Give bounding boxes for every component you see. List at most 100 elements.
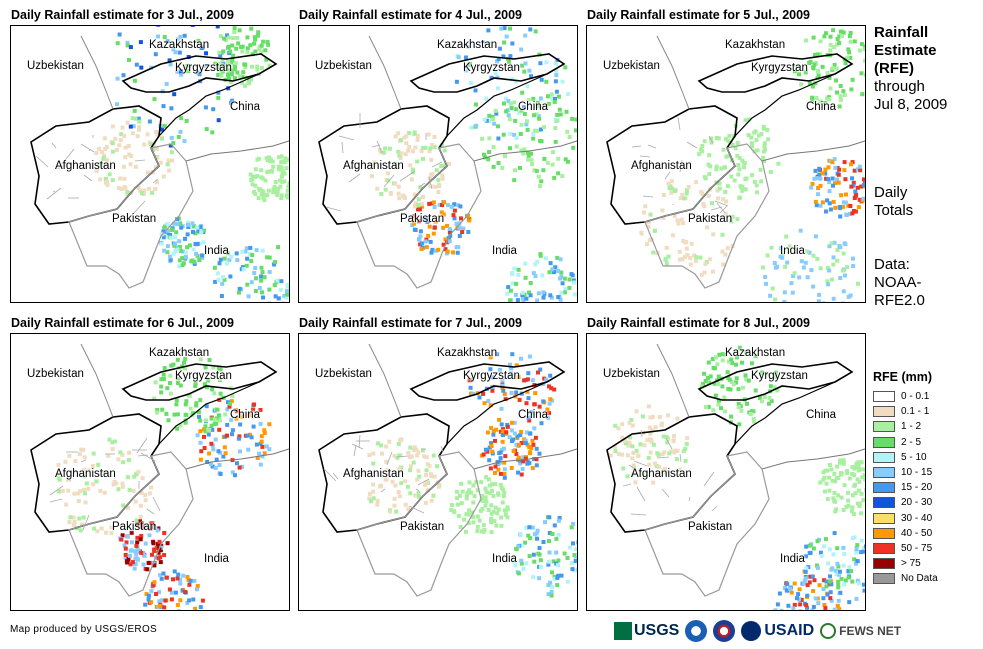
country-label-afghanistan: Afghanistan xyxy=(631,468,692,480)
country-label-china: China xyxy=(230,409,261,421)
province-boundary xyxy=(131,200,146,216)
province-boundary xyxy=(46,187,62,200)
country-label-china: China xyxy=(518,409,549,421)
kyrgyz-boundary xyxy=(697,361,854,401)
chinaBorder-boundary xyxy=(734,381,836,445)
province-boundary xyxy=(630,513,647,516)
legend-item: 15 - 20 xyxy=(873,480,973,495)
rainfall-map-panel: Daily Rainfall estimate for 6 Jul., 2009… xyxy=(10,316,300,616)
province-boundary xyxy=(83,174,93,182)
through-label: through xyxy=(874,78,925,95)
panel-title: Daily Rainfall estimate for 4 Jul., 2009 xyxy=(299,8,523,22)
country-label-kazakhstan: Kazakhstan xyxy=(725,39,786,51)
rainfall-pixels xyxy=(369,26,577,302)
legend-item: 30 - 40 xyxy=(873,511,973,526)
chinaBorder-boundary xyxy=(446,73,548,137)
pakistan-boundary xyxy=(68,451,194,597)
usgs-logo-text: USGS xyxy=(634,622,680,639)
daily-line: Totals xyxy=(874,202,914,219)
country-boundaries xyxy=(606,343,865,597)
logo-strip: USGS USAID FEWS NET xyxy=(614,618,901,644)
legend-item: 5 - 10 xyxy=(873,450,973,465)
country-label-pakistan: Pakistan xyxy=(688,521,733,533)
province-boundary xyxy=(640,429,643,438)
rainfall-map-panel: Daily Rainfall estimate for 7 Jul., 2009… xyxy=(298,316,588,616)
rainfall-map-panel: Daily Rainfall estimate for 5 Jul., 2009… xyxy=(586,8,876,308)
country-label-pakistan: Pakistan xyxy=(688,213,733,225)
legend-title-block: Rainfall Estimate (RFE) through Jul 8, 2… xyxy=(874,24,947,114)
country-label-kyrgyzstan: Kyrgyzstan xyxy=(463,370,520,382)
country-label-pakistan: Pakistan xyxy=(400,521,445,533)
map-frame: Kazakhstan Uzbekistan Kyrgyzstan China Afgha… xyxy=(586,25,866,303)
province-boundary xyxy=(639,155,651,158)
country-label-kyrgyzstan: Kyrgyzstan xyxy=(175,370,232,382)
legend-item: 40 - 50 xyxy=(873,526,973,541)
chinaBorder-boundary xyxy=(158,73,260,137)
province-boundary xyxy=(408,505,425,514)
country-label-kyrgyzstan: Kyrgyzstan xyxy=(751,370,808,382)
province-boundary xyxy=(383,174,395,188)
country-label-pakistan: Pakistan xyxy=(400,213,445,225)
title-line: (RFE) xyxy=(874,60,914,77)
legend-item: 20 - 30 xyxy=(873,495,973,510)
rainfall-pixels xyxy=(639,28,865,302)
legend-label: 0.1 - 1 xyxy=(901,406,930,418)
province-boundary xyxy=(353,444,357,457)
province-boundary xyxy=(647,144,657,149)
indiaBorder-boundary xyxy=(473,448,577,470)
usgs-mark-icon xyxy=(614,622,632,640)
map-frame: Kazakhstan Uzbekistan Kyrgyzstan China Afgha… xyxy=(298,333,578,611)
kyrgyz-boundary xyxy=(121,53,278,93)
province-boundary xyxy=(719,205,728,214)
uzbek-boundary xyxy=(656,35,690,110)
country-boundaries xyxy=(606,35,865,289)
province-boundary xyxy=(134,159,146,162)
legend-swatch xyxy=(873,497,895,509)
province-boundary xyxy=(418,182,426,188)
rainfall-map-panel: Daily Rainfall estimate for 4 Jul., 2009… xyxy=(298,8,588,308)
legend-label: 50 - 75 xyxy=(901,542,933,554)
country-label-india: India xyxy=(780,245,805,257)
title-line: Estimate xyxy=(874,42,937,59)
country-label-uzbekistan: Uzbekistan xyxy=(27,60,84,72)
province-boundary xyxy=(49,498,63,503)
country-label-kyrgyzstan: Kyrgyzstan xyxy=(175,62,232,74)
legend-swatch xyxy=(873,406,895,418)
map-frame: Kazakhstan Uzbekistan Kyrgyzstan China Afgha… xyxy=(10,333,290,611)
pakistan-boundary xyxy=(644,451,770,597)
country-boundaries xyxy=(30,343,289,597)
noaa-logo-icon xyxy=(685,620,708,642)
province-boundary xyxy=(323,468,337,482)
province-boundary xyxy=(686,141,698,149)
province-boundary xyxy=(714,200,729,207)
rainfall-map-panel: Daily Rainfall estimate for 8 Jul., 2009… xyxy=(586,316,876,616)
pakistan-boundary xyxy=(68,143,194,289)
legend-label: 15 - 20 xyxy=(901,482,933,494)
province-boundary xyxy=(152,496,161,512)
rainfall-map xyxy=(30,26,289,302)
province-boundary xyxy=(349,166,360,169)
legend-swatch xyxy=(873,542,895,554)
country-label-india: India xyxy=(780,553,805,565)
province-boundary xyxy=(35,155,49,168)
province-boundary xyxy=(82,514,90,531)
legend-label: 20 - 30 xyxy=(901,497,933,509)
country-label-india: India xyxy=(492,245,517,257)
legend-label: 1 - 2 xyxy=(901,421,922,433)
country-label-pakistan: Pakistan xyxy=(112,521,157,533)
province-boundary xyxy=(146,508,155,515)
panel-title: Daily Rainfall estimate for 8 Jul., 2009 xyxy=(587,316,811,330)
province-boundary xyxy=(679,453,682,463)
legend-item: > 75 xyxy=(873,556,973,571)
province-boundary xyxy=(358,434,361,449)
legend-label: 10 - 15 xyxy=(901,467,933,479)
legend-swatch xyxy=(873,527,895,539)
uzbek-boundary xyxy=(80,35,114,110)
country-boundaries xyxy=(318,343,577,597)
legend-swatch xyxy=(873,573,895,585)
province-boundary xyxy=(80,143,95,153)
country-label-india: India xyxy=(204,245,229,257)
daily-totals-label: Daily Totals xyxy=(874,184,934,220)
legend-item: 1 - 2 xyxy=(873,419,973,434)
rainfall-map xyxy=(606,28,865,302)
